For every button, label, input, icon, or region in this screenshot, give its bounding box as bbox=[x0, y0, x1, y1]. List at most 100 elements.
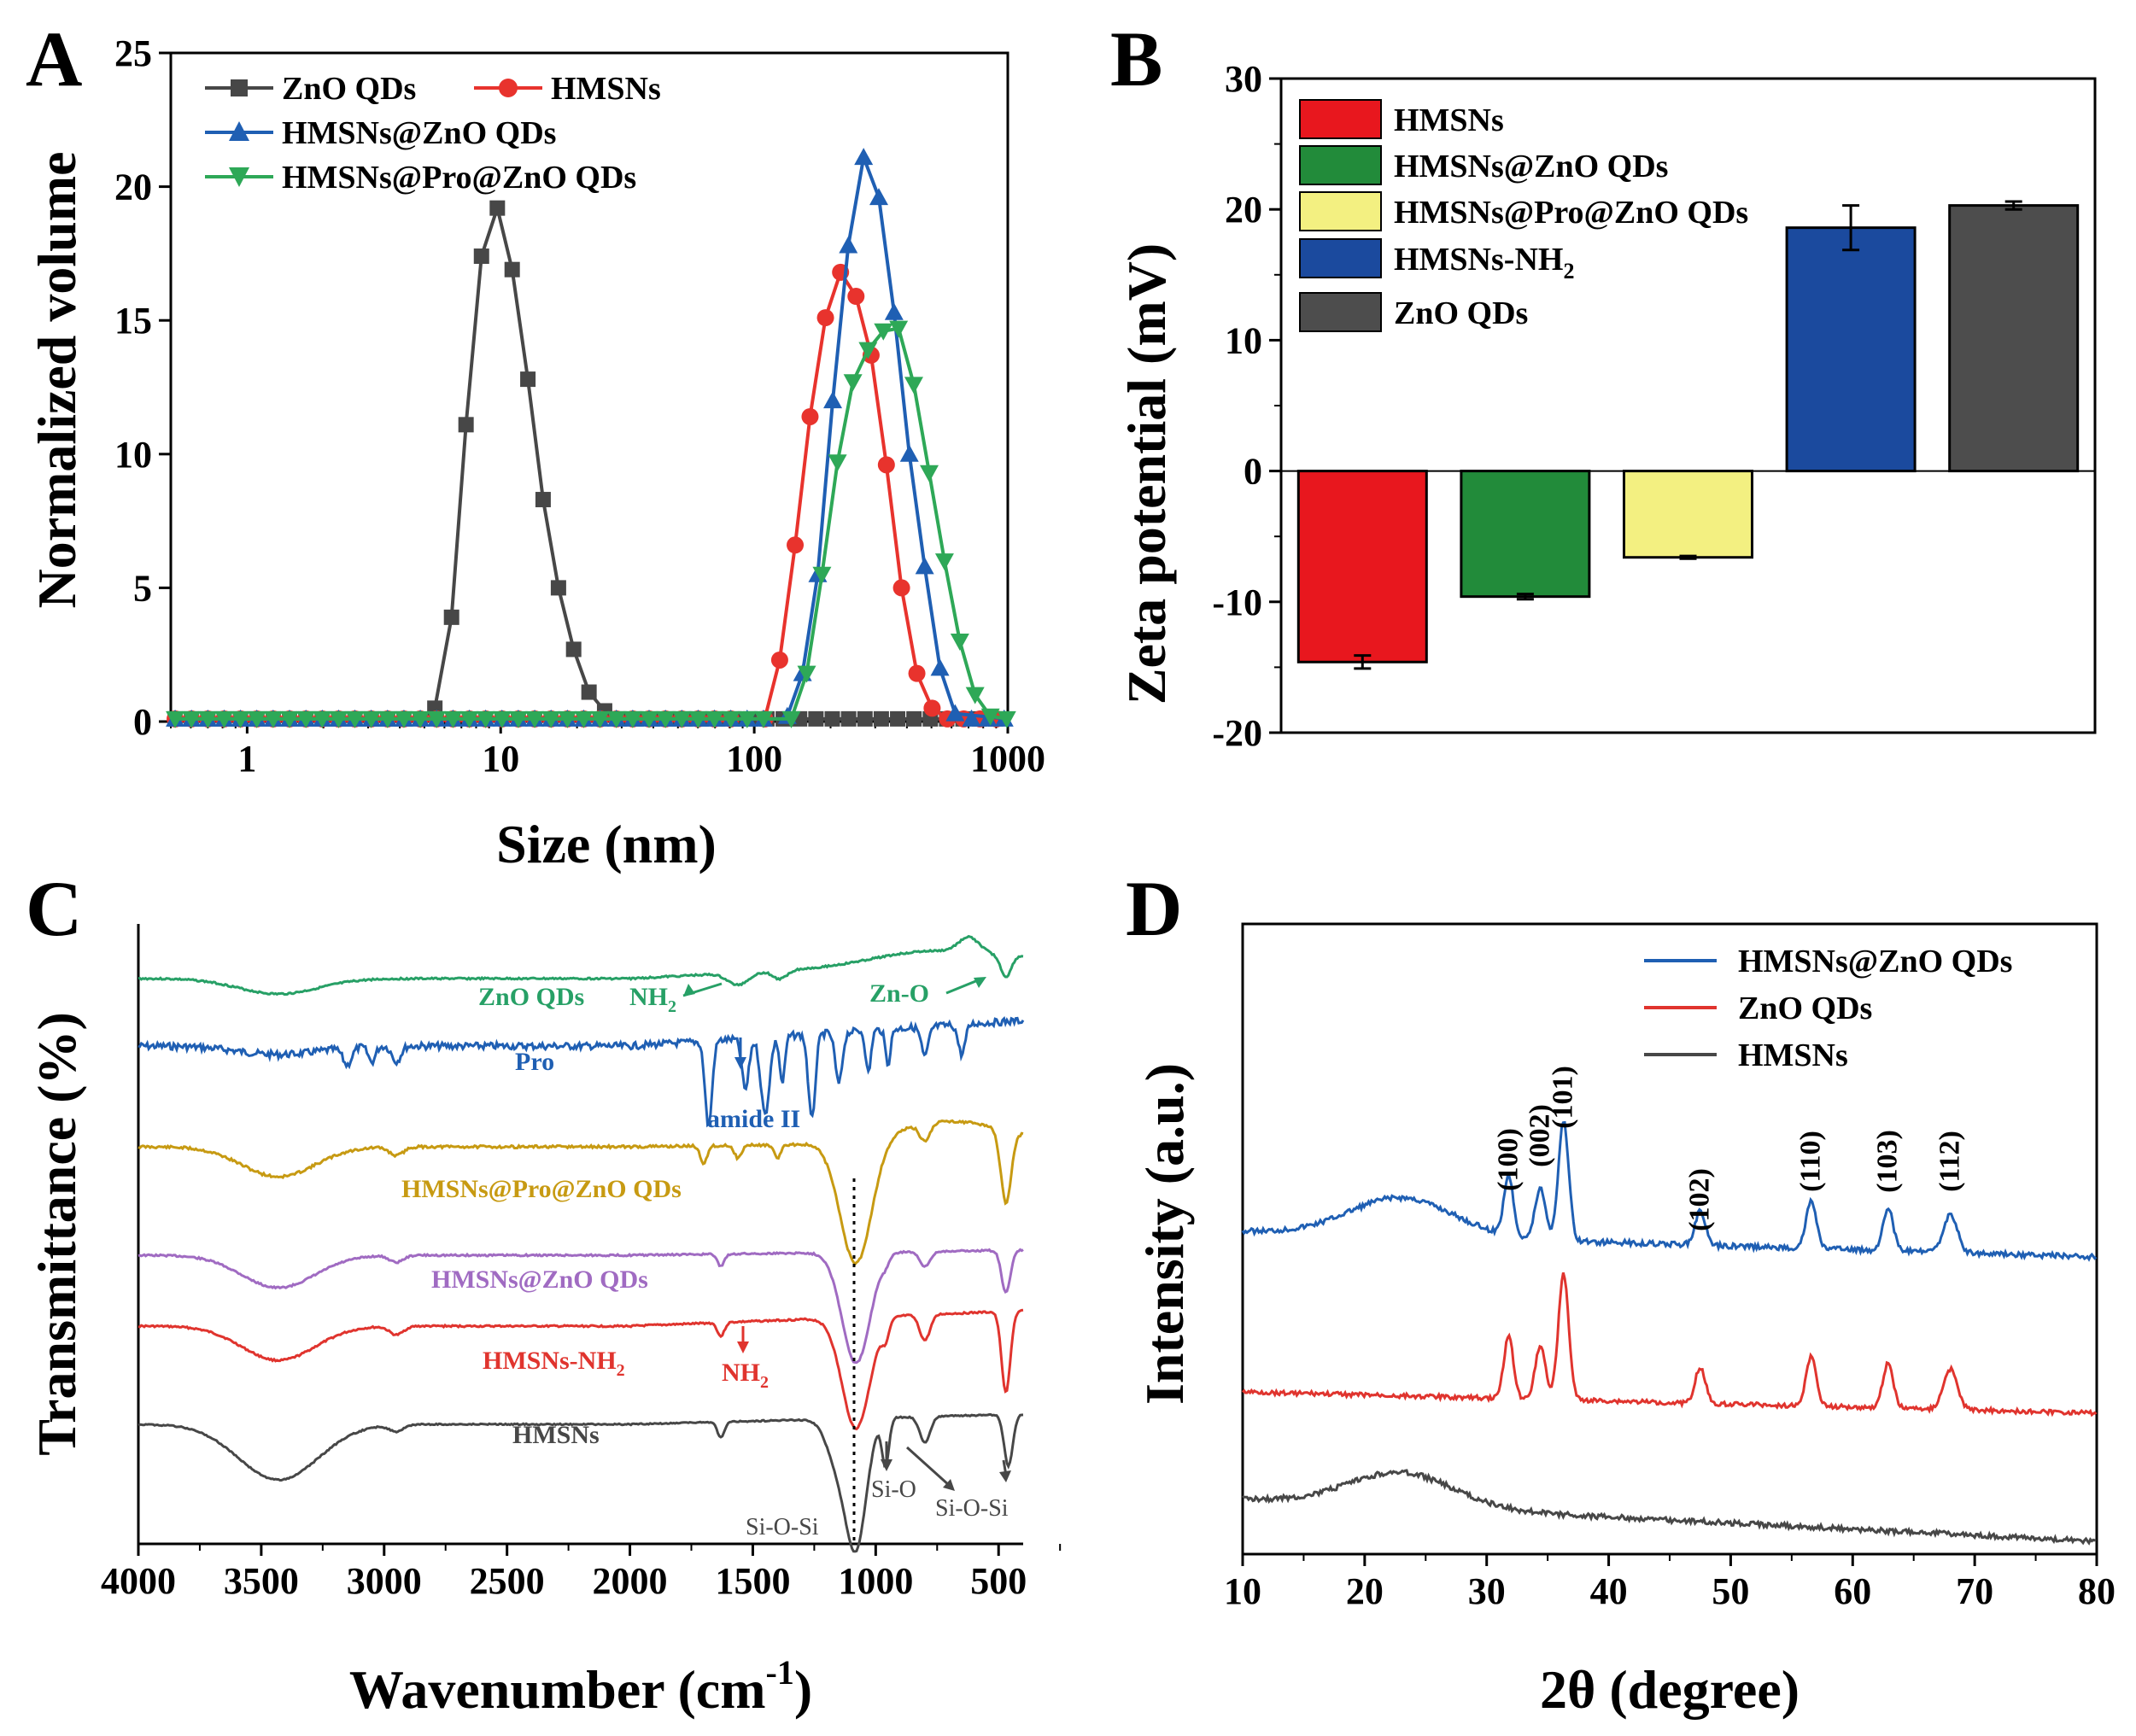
c-label-hmsns: HMSNs bbox=[512, 1421, 600, 1449]
legend-b-hz: HMSNs@ZnO QDs bbox=[1394, 149, 1668, 184]
a-ytick-label: 0 bbox=[133, 701, 152, 743]
d-xtick-label: 70 bbox=[1956, 1570, 1993, 1612]
a-data-point bbox=[787, 536, 805, 554]
a-data-point bbox=[899, 444, 919, 462]
c-series-line bbox=[138, 934, 1024, 997]
a-data-point bbox=[672, 710, 692, 728]
a-data-point bbox=[801, 407, 819, 425]
panel-c-ylabel: Transmittance (%) bbox=[26, 1012, 87, 1456]
d-peak-label: (002) bbox=[1524, 1104, 1556, 1167]
a-data-point bbox=[231, 710, 250, 728]
panel-d-xlabel: 2θ (degree) bbox=[1540, 1659, 1800, 1720]
b-bar bbox=[1948, 204, 2080, 473]
c-xtick-label: 2000 bbox=[593, 1560, 668, 1602]
a-data-point bbox=[915, 557, 934, 575]
panel-d-letter: D bbox=[1126, 865, 1182, 952]
a-data-point bbox=[904, 377, 923, 395]
a-data-point bbox=[781, 710, 801, 728]
a-data-point bbox=[808, 710, 824, 727]
a-data-point bbox=[361, 710, 381, 728]
a-data-point bbox=[535, 492, 551, 508]
a-series-line bbox=[171, 326, 1009, 721]
a-data-point bbox=[892, 579, 910, 597]
a-data-point bbox=[823, 391, 843, 409]
d-xtick-label: 60 bbox=[1834, 1570, 1871, 1612]
d-series-line bbox=[1241, 1120, 2098, 1262]
a-data-point bbox=[427, 710, 447, 728]
a-data-point bbox=[313, 710, 332, 728]
a-data-point bbox=[166, 710, 185, 728]
a-data-point bbox=[182, 710, 202, 728]
c-xtick-label: 1500 bbox=[715, 1560, 790, 1602]
legend-a-zno: ZnO QDs bbox=[282, 71, 416, 107]
d-xtick-label: 50 bbox=[1712, 1570, 1749, 1612]
a-data-point bbox=[640, 710, 659, 728]
d-xtick-label: 40 bbox=[1590, 1570, 1628, 1612]
b-ytick-label: 0 bbox=[1244, 451, 1262, 493]
a-data-point bbox=[489, 200, 506, 216]
a-data-point bbox=[329, 710, 348, 728]
a-data-point bbox=[824, 710, 840, 727]
panel-d-legend: HMSNs@ZnO QDs ZnO QDs HMSNs bbox=[1644, 944, 2012, 1073]
panel-c: C 4000 3500 3000 2500 2000 1500 1000 500 Wavenu… bbox=[26, 865, 1062, 1720]
d-peak-label: (103) bbox=[1872, 1130, 1904, 1193]
a-series-line bbox=[171, 268, 1008, 721]
a-data-point bbox=[858, 342, 878, 359]
a-data-point bbox=[965, 687, 985, 704]
legend-b-swatch-hz bbox=[1299, 145, 1382, 185]
c-label-amide: amide II bbox=[707, 1105, 800, 1133]
c-label-zno-bond: Zn-O bbox=[869, 979, 929, 1008]
c-series-line bbox=[138, 1119, 1024, 1266]
a-data-point bbox=[688, 710, 708, 728]
c-label-sio: Si-O bbox=[871, 1476, 916, 1503]
legend-a-hz: HMSNs@ZnO QDs bbox=[282, 115, 556, 151]
b-ytick-label: -20 bbox=[1212, 712, 1262, 754]
legend-b-swatch-hpz bbox=[1299, 191, 1382, 231]
legend-a-hpz: HMSNs@Pro@ZnO QDs bbox=[282, 160, 636, 196]
d-xtick-label: 10 bbox=[1224, 1570, 1261, 1612]
a-data-point bbox=[934, 553, 954, 571]
legend-d-hmsns: HMSNs bbox=[1738, 1038, 1848, 1073]
d-series-line bbox=[1241, 1272, 2098, 1417]
d-xtick-label: 20 bbox=[1346, 1570, 1384, 1612]
panel-c-xlabel: Wavenumber (cm-1) bbox=[349, 1653, 812, 1720]
c-series-line bbox=[138, 1248, 1024, 1365]
c-xtick-label: 2500 bbox=[470, 1560, 545, 1602]
a-data-point bbox=[504, 261, 520, 278]
panel-a-xlabel: Size (nm) bbox=[496, 814, 717, 874]
a-data-point bbox=[581, 684, 597, 700]
a-data-point bbox=[812, 566, 832, 584]
a-data-point bbox=[411, 710, 430, 728]
a-xtick-label: 1000 bbox=[970, 738, 1045, 780]
c-label-siosi-left: Si-O-Si bbox=[746, 1514, 819, 1540]
a-data-point bbox=[473, 248, 489, 265]
a-data-point bbox=[890, 710, 906, 727]
c-label-hmsns-nh2: HMSNs-NH2 bbox=[483, 1347, 625, 1380]
a-data-point bbox=[945, 704, 965, 722]
a-xtick-label: 1 bbox=[237, 738, 256, 780]
panel-c-letter: C bbox=[26, 865, 82, 952]
panel-d-ylabel: Intensity (a.u.) bbox=[1134, 1063, 1195, 1405]
a-ytick-label: 15 bbox=[114, 300, 152, 342]
b-ytick-label: 20 bbox=[1225, 189, 1262, 231]
a-data-point bbox=[923, 699, 941, 717]
b-ytick-label: 10 bbox=[1225, 319, 1262, 361]
a-data-point bbox=[280, 710, 300, 728]
a-data-point bbox=[458, 417, 474, 433]
a-data-point bbox=[247, 710, 266, 728]
c-label-siosi-right: Si-O-Si bbox=[935, 1495, 1009, 1522]
legend-b-swatch-nh2 bbox=[1299, 238, 1382, 278]
a-data-point bbox=[857, 710, 873, 727]
a-data-point bbox=[476, 710, 495, 728]
a-data-point bbox=[906, 710, 922, 727]
a-data-point bbox=[443, 710, 463, 728]
c-xtick-label: 3500 bbox=[224, 1560, 299, 1602]
a-data-point bbox=[980, 708, 1000, 726]
legend-marker-hpz bbox=[229, 167, 249, 187]
a-data-point bbox=[394, 710, 413, 728]
a-data-point bbox=[296, 710, 316, 728]
a-data-point bbox=[997, 710, 1016, 728]
a-data-point bbox=[874, 323, 893, 341]
a-data-point bbox=[443, 609, 459, 625]
a-data-point bbox=[770, 651, 788, 669]
